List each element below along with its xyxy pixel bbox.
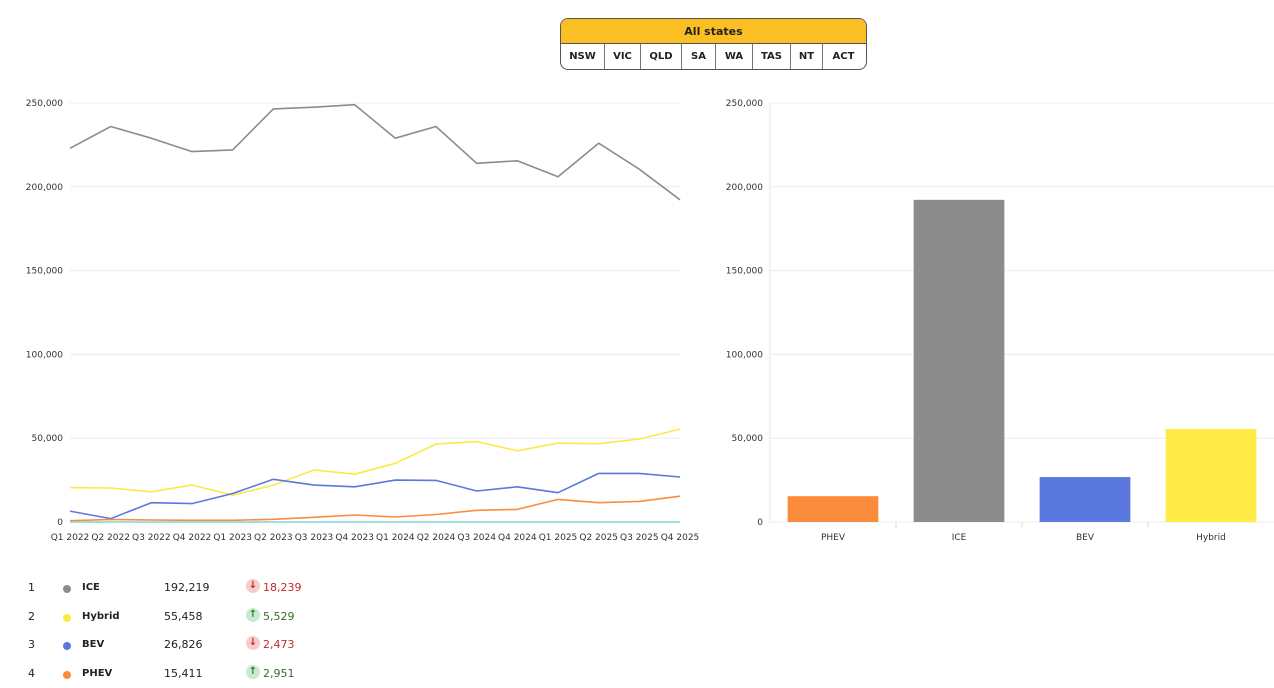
y-tick-label: 150,000: [26, 267, 63, 277]
y-tick-label: 50,000: [732, 434, 764, 444]
x-tick-label: Q4 2025: [661, 533, 700, 543]
x-tick-label: Q2 2022: [91, 533, 130, 543]
y-tick-label: 0: [57, 518, 63, 528]
series-value: 15,411: [164, 667, 203, 680]
state-button-nsw[interactable]: NSW: [561, 44, 605, 69]
line-chart-x-axis: Q1 2022 Q2 2022 Q3 2022 Q4 2022 Q1 2023 Q2 20…: [51, 533, 700, 543]
bar-ice[interactable]: [913, 199, 1005, 523]
series-color-dot-icon: [63, 671, 71, 679]
series-value: 192,219: [164, 581, 210, 594]
series-color-dot-icon: [63, 585, 71, 593]
x-tick-label: Q2 2025: [579, 533, 618, 543]
series-name: BEV: [82, 639, 105, 650]
y-tick-label: 100,000: [26, 350, 63, 360]
y-tick-label: 250,000: [26, 99, 63, 109]
x-tick-label: ICE: [952, 533, 967, 543]
x-tick-label: Q3 2022: [132, 533, 171, 543]
rank-number: 4: [28, 667, 35, 680]
bar-chart-y-axis: 0 50,000 100,000 150,000 200,000 250,000: [726, 99, 763, 528]
x-tick-label: Q4 2022: [173, 533, 212, 543]
series-name: Hybrid: [82, 611, 120, 622]
x-tick-label: PHEV: [821, 533, 846, 543]
arrow-up-icon: ↑: [246, 608, 260, 622]
series-value: 55,458: [164, 610, 203, 623]
x-tick-label: Q4 2023: [335, 533, 374, 543]
y-tick-label: 150,000: [726, 267, 763, 277]
x-tick-label: Q4 2024: [498, 533, 537, 543]
x-tick-label: Q1 2022: [51, 533, 90, 543]
state-button-vic[interactable]: VIC: [605, 44, 641, 69]
rank-number: 2: [28, 610, 35, 623]
state-button-nt[interactable]: NT: [791, 44, 823, 69]
series-change: 2,473: [263, 638, 295, 651]
legend-row-phev[interactable]: 4 PHEV 15,411 ↑ 2,951: [0, 660, 340, 688]
series-color-dot-icon: [63, 642, 71, 650]
arrow-down-icon: ↓: [246, 579, 260, 593]
state-button-sa[interactable]: SA: [682, 44, 716, 69]
y-tick-label: 0: [757, 518, 763, 528]
state-buttons-row: NSW VIC QLD SA WA TAS NT ACT: [561, 44, 866, 69]
bar-chart-x-axis: PHEV ICE BEV Hybrid: [821, 522, 1226, 543]
x-tick-label: Hybrid: [1196, 533, 1226, 543]
x-tick-label: Q3 2023: [295, 533, 334, 543]
line-chart-gridlines: [70, 102, 680, 523]
x-tick-label: Q1 2024: [376, 533, 415, 543]
line-chart-series: [69, 103, 681, 523]
y-tick-label: 250,000: [726, 99, 763, 109]
rank-number: 3: [28, 638, 35, 651]
state-button-qld[interactable]: QLD: [641, 44, 682, 69]
state-button-act[interactable]: ACT: [832, 51, 855, 62]
line-chart-y-axis: 0 50,000 100,000 150,000 200,000 250,000: [26, 99, 63, 528]
arrow-down-icon: ↓: [246, 636, 260, 650]
bar-phev[interactable]: [787, 496, 879, 522]
x-tick-label: Q3 2025: [620, 533, 659, 543]
series-line-hybrid[interactable]: [69, 428, 681, 497]
arrow-up-icon: ↑: [246, 665, 260, 679]
all-states-button[interactable]: All states: [561, 19, 866, 44]
series-name: ICE: [82, 582, 100, 593]
y-tick-label: 100,000: [726, 350, 763, 360]
legend-row-ice[interactable]: 1 ICE 192,219 ↓ 18,239: [0, 574, 340, 602]
bar-hybrid[interactable]: [1165, 429, 1257, 522]
rank-number: 1: [28, 581, 35, 594]
series-change: 18,239: [263, 581, 302, 594]
x-tick-label: Q3 2024: [457, 533, 496, 543]
y-tick-label: 200,000: [726, 183, 763, 193]
x-tick-label: BEV: [1076, 533, 1095, 543]
legend-row-hybrid[interactable]: 2 Hybrid 55,458 ↑ 5,529: [0, 603, 340, 631]
series-name: PHEV: [82, 668, 113, 679]
x-tick-label: Q2 2023: [254, 533, 293, 543]
legend-row-bev[interactable]: 3 BEV 26,826 ↓ 2,473: [0, 631, 340, 659]
y-tick-label: 50,000: [32, 434, 64, 444]
series-line-phev[interactable]: [69, 495, 681, 522]
series-line-bev[interactable]: [69, 472, 681, 520]
x-tick-label: Q1 2023: [213, 533, 252, 543]
state-selector: All states NSW VIC QLD SA WA TAS NT ACT: [560, 18, 867, 70]
state-button-wa[interactable]: WA: [716, 44, 753, 69]
series-change: 5,529: [263, 610, 295, 623]
bar-chart-bars: [787, 199, 1257, 523]
series-line-ice[interactable]: [69, 103, 681, 201]
x-tick-label: Q2 2024: [417, 533, 456, 543]
state-button-tas[interactable]: TAS: [753, 44, 791, 69]
bar-chart-gridlines: [769, 102, 1274, 523]
x-tick-label: Q1 2025: [539, 533, 578, 543]
series-value: 26,826: [164, 638, 203, 651]
current-quarter-bar-chart: 0 50,000 100,000 150,000 200,000 250,000 PHEV…: [726, 99, 1274, 543]
series-change: 2,951: [263, 667, 295, 680]
bar-bev[interactable]: [1039, 477, 1131, 522]
series-color-dot-icon: [63, 614, 71, 622]
quarterly-line-chart: 0 50,000 100,000 150,000 200,000 250,000 Q1 2…: [26, 99, 700, 543]
y-tick-label: 200,000: [26, 183, 63, 193]
